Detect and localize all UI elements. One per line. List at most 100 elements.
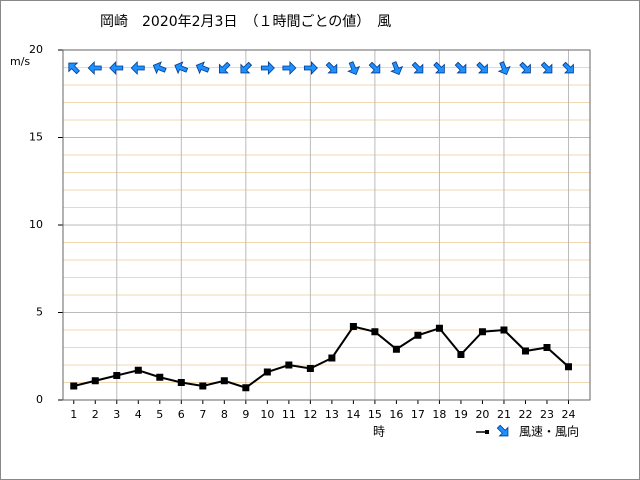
direction-arrow [303,61,318,75]
speed-marker [457,351,465,358]
arrow-shape [218,61,231,74]
arrow-shape [68,62,80,75]
direction-arrow [152,61,167,75]
arrow-shape [433,61,445,74]
y-tick-label: 20 [29,43,43,56]
direction-arrow [240,61,253,74]
y-tick-label: 10 [29,218,43,231]
speed-marker [500,326,508,334]
x-tick-label: 12 [303,408,317,421]
arrow-shape [454,61,467,74]
x-tick-label: 18 [432,408,446,421]
speed-marker [564,363,572,371]
arrow-shape [497,61,511,75]
direction-arrow [476,61,488,74]
x-tick-label: 16 [389,408,403,421]
x-tick-label: 9 [242,408,249,421]
arrow-shape [325,61,338,74]
arrow-shape [347,61,361,75]
direction-arrow [130,61,145,75]
direction-arrow [325,61,338,74]
speed-marker [134,366,142,374]
speed-marker [435,324,443,332]
speed-marker [371,328,379,336]
direction-arrow [109,61,124,75]
y-tick-label: 15 [29,131,43,144]
arrow-shape [260,61,275,75]
x-tick-label: 24 [561,408,575,421]
arrow-shape [109,61,124,75]
arrow-shape [562,61,574,74]
arrow-shape [303,61,318,75]
speed-marker [242,384,250,392]
direction-arrow [174,61,189,75]
legend-marker [485,430,489,434]
arrow-shape [152,61,167,75]
direction-arrow [195,61,210,75]
y-axis-label: m/s [10,55,30,68]
x-tick-label: 14 [346,408,360,421]
x-tick-label: 21 [497,408,511,421]
arrow-shape [519,61,531,74]
direction-arrow [368,61,381,74]
chart-title: 岡崎 2020年2月3日 （１時間ごとの値） 風 [100,14,391,30]
x-tick-label: 13 [325,408,339,421]
arrow-shape [476,61,488,74]
x-tick-label: 3 [113,408,120,421]
speed-marker [478,328,486,336]
x-tick-label: 15 [368,408,382,421]
speed-line [73,325,570,389]
speed-marker [91,377,99,385]
x-tick-label: 22 [518,408,532,421]
legend: 風速・風向 [476,424,579,439]
y-tick-label: 0 [36,393,43,406]
legend-arrow [496,424,509,437]
arrow-shape [282,61,297,75]
arrow-shape [411,61,424,74]
arrow-shape [240,61,253,74]
arrow-shape [368,61,381,74]
direction-arrow [390,61,404,75]
speed-marker [220,377,228,385]
direction-arrow [68,62,80,75]
arrow-shape [130,61,145,75]
speed-marker [177,379,185,386]
arrow-shape [174,61,189,75]
direction-arrow [347,61,361,75]
direction-arrow [519,61,531,74]
direction-arrow [497,61,511,75]
x-tick-label: 7 [199,408,206,421]
direction-arrow [282,61,297,75]
speed-marker [414,331,422,339]
plot-border [62,49,591,401]
legend-label: 風速・風向 [519,424,579,439]
speed-marker [263,368,271,376]
speed-marker [156,373,164,381]
arrow-shape [390,61,404,75]
x-tick-label: 2 [92,408,99,421]
x-tick-label: 10 [260,408,274,421]
speed-marker [70,382,78,390]
arrow-shape [195,61,210,75]
arrow-shape [87,61,102,75]
speed-marker [328,354,336,362]
speed-marker [349,323,357,330]
direction-arrow [433,61,445,74]
speed-marker [392,345,400,353]
direction-arrow [540,61,553,74]
x-tick-label: 4 [135,408,142,421]
speed-marker [113,372,121,379]
x-tick-label: 11 [282,408,296,421]
x-tick-label: 8 [221,408,228,421]
x-tick-label: 6 [178,408,185,421]
x-tick-label: 23 [540,408,554,421]
direction-arrow [454,61,467,74]
direction-arrow [87,61,102,75]
x-tick-label: 1 [70,408,77,421]
x-tick-label: 17 [411,408,425,421]
x-tick-label: 5 [156,408,163,421]
speed-marker [285,361,293,369]
direction-arrow [260,61,275,75]
speed-marker [543,344,551,351]
direction-arrow [218,61,231,74]
